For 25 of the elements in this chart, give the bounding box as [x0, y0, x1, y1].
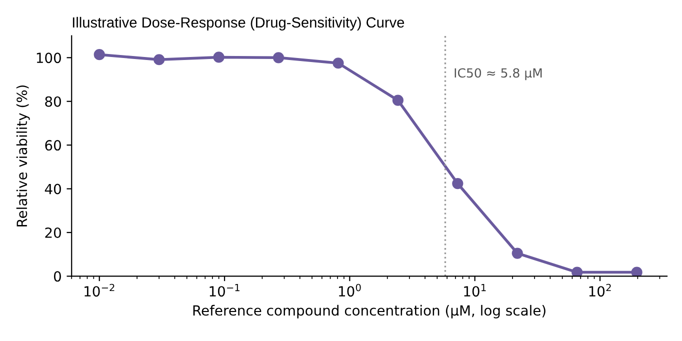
- ref-line-label: IC50 ≈ 5.8 μM: [454, 68, 542, 80]
- y-axis-title: Relative viability (%): [16, 85, 30, 226]
- x-tick-label: 10$^{−2}$: [84, 284, 114, 297]
- point: [572, 266, 583, 276]
- y-tick-label: 80: [45, 96, 61, 107]
- point: [94, 49, 105, 60]
- x-tick-label: 10$^{2}$: [589, 284, 611, 297]
- point: [213, 52, 224, 63]
- point: [631, 266, 642, 276]
- x-axis-title: Reference compound concentration (μM, log scale): [193, 304, 546, 318]
- x-tick-label: 10$^{1}$: [464, 284, 486, 297]
- x-tick-label: 10$^{−1}$: [210, 284, 240, 297]
- point: [154, 54, 165, 66]
- x-tick-label: 10$^{0}$: [338, 284, 361, 297]
- point: [512, 248, 523, 259]
- y-tick-label: 40: [44, 184, 61, 194]
- point: [332, 58, 344, 69]
- chart-title: Illustrative Dose-Response (Drug-Sensitivity) Curve: [72, 16, 404, 30]
- point: [272, 52, 284, 64]
- y-tick-label: 100: [36, 52, 61, 64]
- y-tick-label: 20: [45, 227, 61, 238]
- point: [392, 94, 404, 106]
- y-tick-label: 60: [45, 140, 61, 151]
- y-tick-label: 0: [54, 271, 61, 282]
- point: [452, 178, 464, 190]
